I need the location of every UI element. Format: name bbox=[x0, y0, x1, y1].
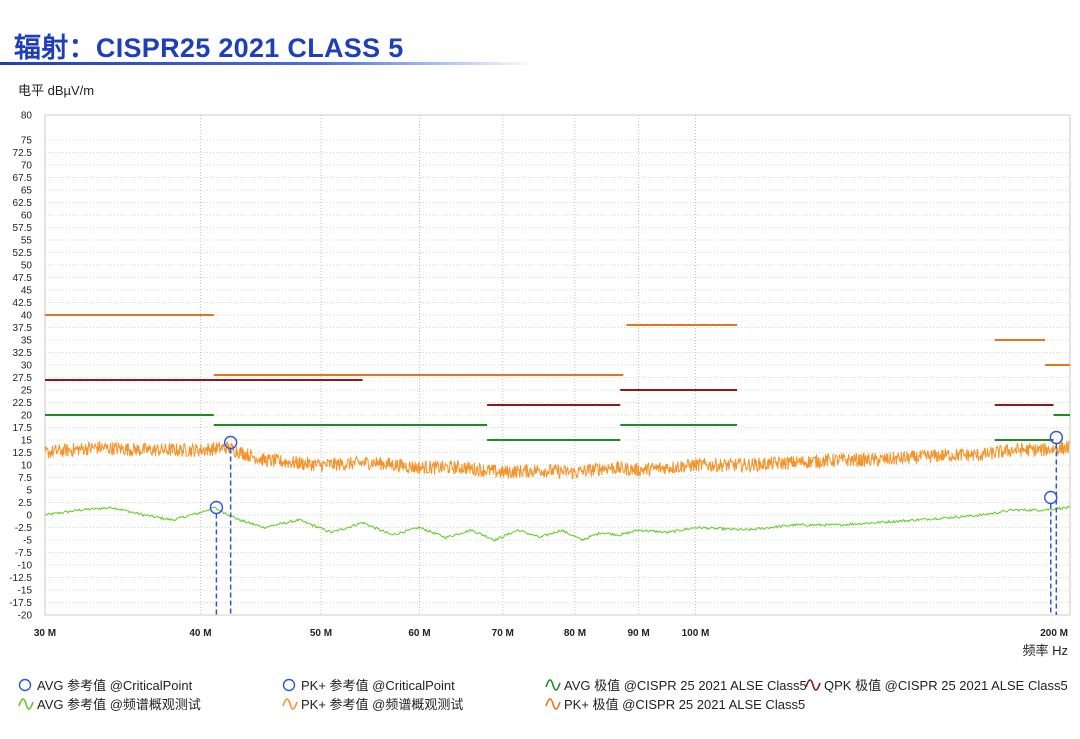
y-tick-label: 2.5 bbox=[18, 498, 32, 509]
y-tick-label: 30 bbox=[21, 361, 33, 372]
y-tick-label: 65 bbox=[21, 186, 33, 197]
y-tick-label: 27.5 bbox=[13, 373, 33, 384]
legend-item: AVG 参考值 @频谱概观测试 bbox=[18, 694, 201, 713]
wave-icon bbox=[545, 697, 561, 710]
y-tick-label: -17.5 bbox=[9, 598, 32, 609]
legend-item: QPK 极值 @CISPR 25 2021 ALSE Class5 bbox=[805, 675, 1068, 694]
y-tick-label: 0 bbox=[26, 511, 32, 522]
y-tick-label: 10 bbox=[21, 461, 33, 472]
y-tick-label: -2.5 bbox=[15, 523, 33, 534]
y-tick-label: 75 bbox=[21, 136, 33, 147]
y-tick-label: 15 bbox=[21, 436, 33, 447]
y-tick-label: 25 bbox=[21, 386, 33, 397]
y-tick-label: 37.5 bbox=[13, 323, 33, 334]
y-tick-label: 62.5 bbox=[13, 198, 33, 209]
y-tick-label: 55 bbox=[21, 236, 33, 247]
legend-column: QPK 极值 @CISPR 25 2021 ALSE Class5 bbox=[805, 675, 1068, 694]
x-tick-label: 50 M bbox=[310, 628, 332, 639]
legend-item: PK+ 参考值 @频谱概观测试 bbox=[282, 694, 463, 713]
y-tick-label: 52.5 bbox=[13, 248, 33, 259]
legend-item: PK+ 参考值 @CriticalPoint bbox=[282, 675, 463, 694]
avg-trace-line bbox=[44, 505, 1071, 542]
y-tick-label: -7.5 bbox=[15, 548, 33, 559]
y-tick-label: 7.5 bbox=[18, 473, 32, 484]
y-tick-label: 42.5 bbox=[13, 298, 33, 309]
x-tick-label: 40 M bbox=[189, 628, 211, 639]
critical-point-marker bbox=[223, 435, 238, 450]
legend-label: AVG 极值 @CISPR 25 2021 ALSE Class5 bbox=[564, 678, 807, 693]
y-tick-label: -20 bbox=[18, 611, 33, 622]
legend-label: AVG 参考值 @频谱概观测试 bbox=[37, 697, 201, 712]
y-tick-label: 20 bbox=[21, 411, 33, 422]
y-tick-label: -5 bbox=[23, 536, 32, 547]
y-tick-label: 45 bbox=[21, 286, 33, 297]
page-title: 辐射：CISPR25 2021 CLASS 5 bbox=[14, 33, 404, 63]
legend-item: AVG 极值 @CISPR 25 2021 ALSE Class5 bbox=[545, 675, 807, 694]
legend-item: AVG 参考值 @CriticalPoint bbox=[18, 675, 201, 694]
x-tick-label: 200 M bbox=[1040, 628, 1068, 639]
y-tick-label: 5 bbox=[26, 486, 32, 497]
y-tick-label: 47.5 bbox=[13, 273, 33, 284]
x-tick-label: 70 M bbox=[492, 628, 514, 639]
y-axis-label: 电平 dBµV/m bbox=[18, 83, 95, 98]
y-tick-label: 17.5 bbox=[13, 423, 33, 434]
y-tick-label: 40 bbox=[21, 311, 33, 322]
x-tick-label: 80 M bbox=[564, 628, 586, 639]
wave-icon bbox=[282, 697, 298, 710]
pk-trace-line bbox=[44, 440, 1071, 481]
y-tick-label: 72.5 bbox=[13, 148, 33, 159]
critical-point-marker bbox=[1049, 430, 1064, 445]
critical-point-marker bbox=[1044, 490, 1058, 505]
y-tick-label: 67.5 bbox=[13, 173, 33, 184]
x-axis-label: 频率 Hz bbox=[1022, 643, 1068, 658]
title-underline bbox=[0, 62, 535, 65]
legend-label: PK+ 极值 @CISPR 25 2021 ALSE Class5 bbox=[564, 697, 806, 712]
legend-label: AVG 参考值 @CriticalPoint bbox=[37, 678, 193, 693]
legend-column: PK+ 参考值 @CriticalPoint PK+ 参考值 @频谱概观测试 bbox=[282, 675, 463, 713]
wave-icon bbox=[545, 678, 561, 691]
y-tick-label: 70 bbox=[21, 161, 33, 172]
y-tick-label: 50 bbox=[21, 261, 33, 272]
wave-icon bbox=[18, 697, 34, 710]
y-tick-label: 80 bbox=[21, 111, 33, 122]
y-tick-label: -12.5 bbox=[9, 573, 32, 584]
y-tick-label: 12.5 bbox=[13, 448, 33, 459]
y-tick-label: 22.5 bbox=[13, 398, 33, 409]
wave-icon bbox=[805, 678, 821, 691]
legend-column: AVG 参考值 @CriticalPoint AVG 参考值 @频谱概观测试 bbox=[18, 675, 201, 713]
y-tick-label: -10 bbox=[18, 561, 33, 572]
legend-label: PK+ 参考值 @CriticalPoint bbox=[301, 678, 455, 693]
legend-column: AVG 极值 @CISPR 25 2021 ALSE Class5 PK+ 极值 … bbox=[545, 675, 807, 713]
legend-label: QPK 极值 @CISPR 25 2021 ALSE Class5 bbox=[824, 678, 1068, 693]
legend-label: PK+ 参考值 @频谱概观测试 bbox=[301, 697, 464, 712]
x-tick-label: 30 M bbox=[34, 628, 56, 639]
x-tick-label: 90 M bbox=[627, 628, 649, 639]
circle-marker-icon bbox=[18, 678, 32, 691]
y-tick-label: 60 bbox=[21, 211, 33, 222]
y-tick-label: 32.5 bbox=[13, 348, 33, 359]
legend-item: PK+ 极值 @CISPR 25 2021 ALSE Class5 bbox=[545, 694, 807, 713]
y-tick-label: -15 bbox=[18, 586, 33, 597]
x-tick-label: 60 M bbox=[408, 628, 430, 639]
x-tick-label: 100 M bbox=[682, 628, 710, 639]
y-tick-label: 57.5 bbox=[13, 223, 33, 234]
circle-marker-icon bbox=[282, 678, 296, 691]
critical-point-marker bbox=[209, 500, 224, 515]
y-tick-label: 35 bbox=[21, 336, 33, 347]
